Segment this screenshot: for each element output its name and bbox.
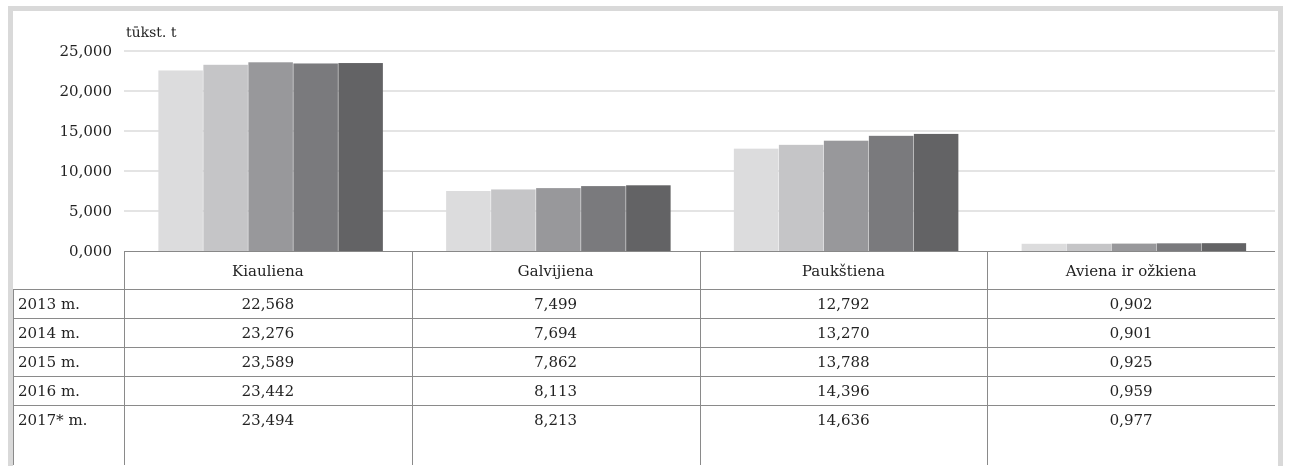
data-label: 8,213 [534, 411, 577, 429]
data-label: 13,788 [817, 353, 870, 371]
data-label: 23,589 [242, 353, 295, 371]
bar-3-2 [778, 144, 824, 251]
category-label: Kiauliena [232, 262, 304, 280]
series-label: 2015 m. [18, 353, 80, 371]
data-label: 7,499 [534, 295, 577, 313]
data-label: 0,977 [1110, 411, 1153, 429]
data-label: 14,636 [817, 411, 870, 429]
data-label: 13,270 [817, 324, 870, 342]
data-label: 12,792 [817, 295, 870, 313]
data-label: 22,568 [242, 295, 295, 313]
data-label: 0,902 [1110, 295, 1153, 313]
y-tick-label: 0,000 [69, 242, 112, 260]
bar-2-5 [626, 185, 671, 251]
category-label: Paukštiena [802, 262, 885, 280]
series-label: 2016 m. [18, 382, 80, 400]
data-label: 23,442 [242, 382, 295, 400]
bar-1-1 [158, 70, 203, 252]
y-tick-label: 10,000 [60, 162, 113, 180]
data-label: 23,276 [242, 324, 295, 342]
y-tick-label: 15,000 [60, 122, 113, 140]
data-label: 7,862 [534, 353, 577, 371]
bar-2-3 [536, 188, 581, 251]
y-tick-label: 20,000 [60, 82, 113, 100]
y-tick-label: 25,000 [60, 42, 113, 60]
bar-2-2 [491, 189, 536, 251]
bar-4-5 [1201, 243, 1247, 251]
bar-4-1 [1021, 243, 1067, 251]
bar-2-1 [446, 191, 491, 251]
bar-1-2 [203, 64, 248, 252]
bar-4-3 [1111, 243, 1157, 251]
y-unit-label: tūkst. t [126, 25, 177, 41]
bar-3-1 [733, 148, 779, 251]
data-label: 0,925 [1110, 353, 1153, 371]
bar-3-4 [868, 135, 914, 251]
bar-1-5 [338, 63, 383, 251]
data-label: 23,494 [242, 411, 295, 429]
series-label: 2013 m. [18, 295, 80, 313]
y-tick-label: 5,000 [69, 202, 112, 220]
data-label: 0,901 [1110, 324, 1153, 342]
data-label: 7,694 [534, 324, 577, 342]
series-label: 2014 m. [18, 324, 80, 342]
data-label: 14,396 [817, 382, 870, 400]
data-label: 0,959 [1110, 382, 1153, 400]
bar-1-3 [248, 62, 293, 252]
bar-4-2 [1066, 243, 1112, 251]
bar-3-5 [913, 133, 959, 251]
bar-2-4 [581, 186, 626, 251]
series-label: 2017* m. [18, 411, 87, 429]
bar-3-3 [823, 140, 869, 251]
bar-1-4 [293, 63, 338, 251]
data-label: 8,113 [534, 382, 577, 400]
bar-4-4 [1156, 243, 1202, 251]
category-label: Galvijiena [518, 262, 594, 280]
category-label: Aviena ir ožkiena [1065, 262, 1197, 280]
